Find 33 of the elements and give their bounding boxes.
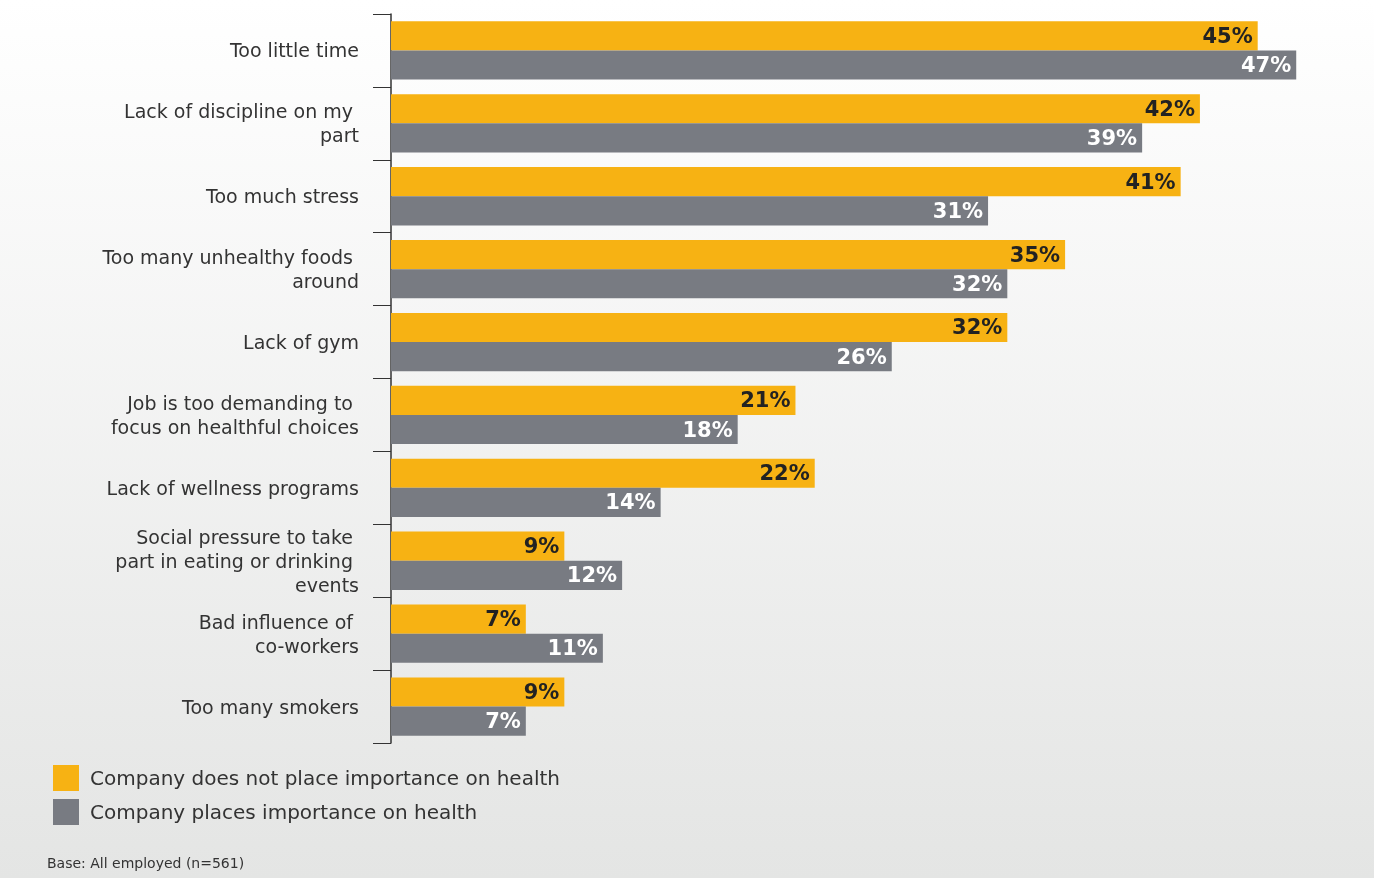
data-label: 11% xyxy=(547,636,598,661)
data-label: 9% xyxy=(523,679,560,704)
data-label: 31% xyxy=(932,198,984,223)
data-label: 14% xyxy=(605,490,656,515)
data-label: 32% xyxy=(952,271,1003,296)
y-tick-label: Bad influence of co-workers xyxy=(198,610,359,657)
text: Base: All employed (n=561) xyxy=(47,855,245,871)
y-tick-label: Lack of discipline on my part xyxy=(124,100,359,147)
legend-label: Company does not place importance on health xyxy=(90,766,560,790)
y-tick-label: Too much stress xyxy=(205,185,359,208)
y-tick-label: Job is too demanding to focus on healthful choices xyxy=(110,391,359,438)
data-label: 18% xyxy=(682,417,733,442)
y-tick-label: Too many unhealthy foods around xyxy=(101,246,359,293)
data-label: 32% xyxy=(952,315,1003,340)
data-label: 41% xyxy=(1125,169,1176,194)
data-label: 26% xyxy=(836,344,887,369)
data-label: 35% xyxy=(1009,242,1061,267)
data-label: 47% xyxy=(1240,53,1292,78)
data-label: 7% xyxy=(485,709,521,734)
data-label: 12% xyxy=(566,563,618,588)
legend-label: Company places importance on health xyxy=(90,800,478,824)
data-label: 45% xyxy=(1202,23,1253,48)
y-tick-label: Lack of wellness programs xyxy=(106,476,359,499)
y-tick-label: Lack of gym xyxy=(243,331,359,354)
data-label: 7% xyxy=(485,607,521,632)
data-label: 21% xyxy=(740,388,791,413)
y-tick-label: Too many smokers xyxy=(181,695,359,718)
y-tick-label: Too little time xyxy=(228,39,359,62)
data-label: 39% xyxy=(1086,125,1138,150)
data-label: 9% xyxy=(523,534,560,559)
data-label: 42% xyxy=(1144,96,1195,121)
data-label: 22% xyxy=(759,461,810,486)
y-tick-label: Social pressure to take part in eating or drinking events xyxy=(115,525,359,596)
